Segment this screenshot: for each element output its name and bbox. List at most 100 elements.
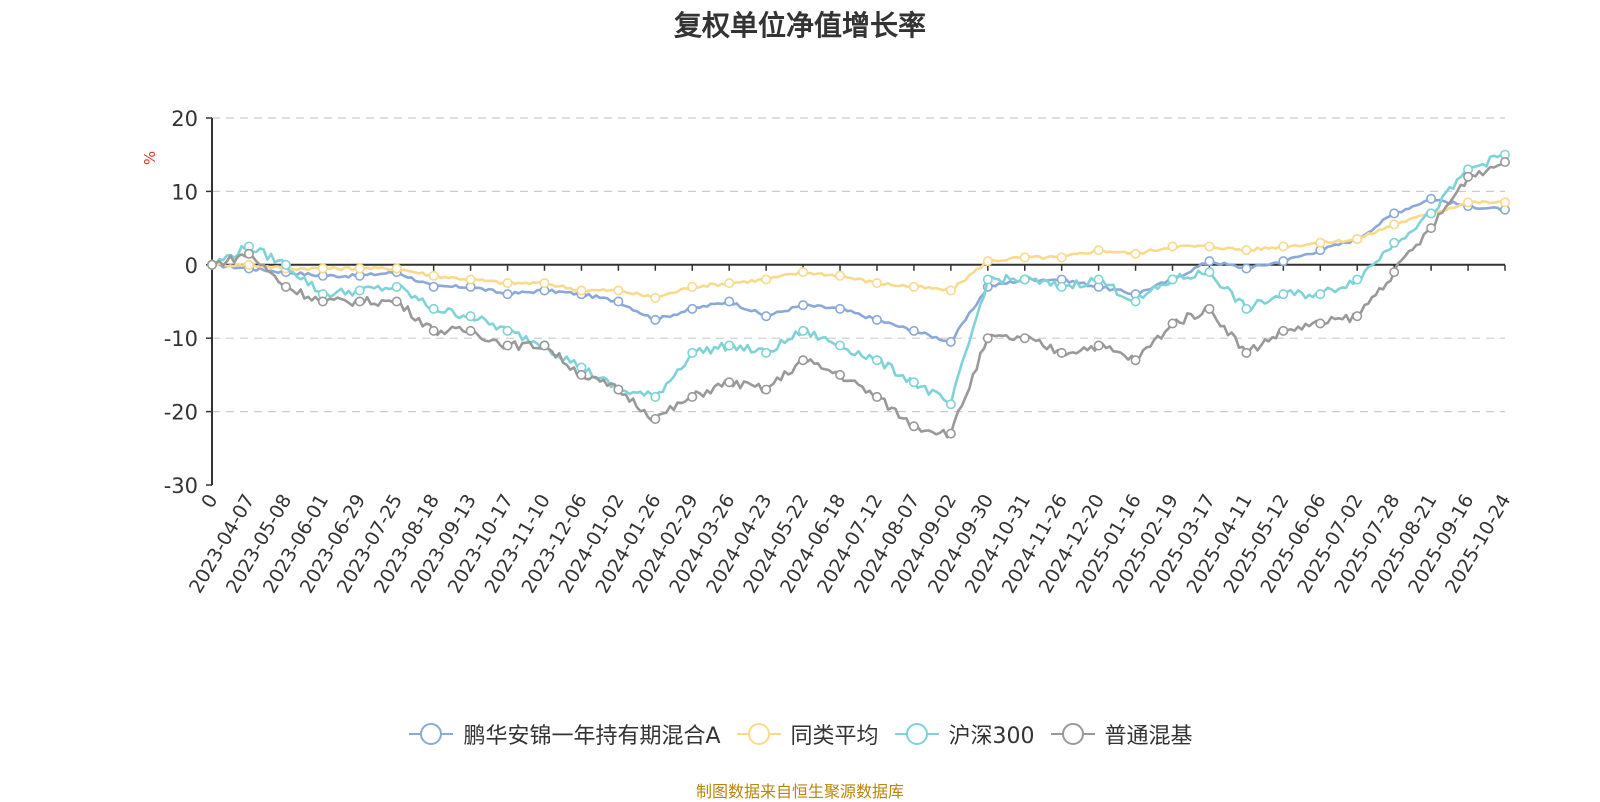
axes bbox=[206, 117, 1506, 486]
data-point bbox=[650, 292, 661, 303]
data-point bbox=[1019, 252, 1030, 263]
legend-marker-icon bbox=[894, 723, 939, 745]
x-tick-label: 0 bbox=[197, 491, 222, 512]
data-point bbox=[982, 256, 993, 267]
data-point bbox=[835, 340, 846, 351]
data-point bbox=[502, 325, 513, 336]
data-point bbox=[1130, 248, 1141, 259]
data-point bbox=[243, 259, 254, 270]
data-point bbox=[724, 377, 735, 388]
data-point bbox=[391, 281, 402, 292]
data-point bbox=[1204, 256, 1215, 267]
data-point bbox=[687, 347, 698, 358]
data-point bbox=[687, 281, 698, 292]
data-point bbox=[871, 314, 882, 325]
data-point bbox=[428, 303, 439, 314]
data-point bbox=[1426, 208, 1437, 219]
data-point bbox=[1241, 303, 1252, 314]
data-point bbox=[1241, 347, 1252, 358]
data-point bbox=[428, 325, 439, 336]
data-point bbox=[1167, 241, 1178, 252]
data-point bbox=[539, 278, 550, 289]
data-point bbox=[354, 285, 365, 296]
data-point bbox=[1093, 274, 1104, 285]
data-point bbox=[1019, 333, 1030, 344]
data-point bbox=[835, 369, 846, 380]
data-point bbox=[502, 278, 513, 289]
data-point bbox=[502, 340, 513, 351]
data-point bbox=[1204, 303, 1215, 314]
data-point bbox=[1167, 318, 1178, 329]
data-point bbox=[1389, 267, 1400, 278]
legend-item[interactable]: 同类平均 bbox=[735, 718, 879, 750]
data-point bbox=[1426, 223, 1437, 234]
data-point bbox=[428, 281, 439, 292]
data-point bbox=[1389, 208, 1400, 219]
data-point bbox=[798, 267, 809, 278]
axis-labels: -30-20-1001020%02023-04-072023-05-082023… bbox=[141, 107, 1515, 597]
data-point bbox=[391, 263, 402, 274]
data-point bbox=[1500, 197, 1511, 208]
data-point bbox=[1093, 245, 1104, 256]
data-point bbox=[1315, 289, 1326, 300]
data-point bbox=[1056, 252, 1067, 263]
data-point bbox=[687, 391, 698, 402]
legend-marker-icon bbox=[409, 723, 454, 745]
legend-item[interactable]: 普通混基 bbox=[1049, 718, 1193, 750]
data-point bbox=[1389, 219, 1400, 230]
data-point bbox=[354, 263, 365, 274]
source-note: 制图数据来自恒生聚源数据库 bbox=[695, 782, 904, 801]
data-point bbox=[1130, 355, 1141, 366]
data-point bbox=[317, 296, 328, 307]
data-point bbox=[1241, 245, 1252, 256]
legend-marker-icon bbox=[736, 723, 781, 745]
data-point bbox=[613, 384, 624, 395]
data-point bbox=[798, 355, 809, 366]
data-point bbox=[1204, 267, 1215, 278]
data-point bbox=[354, 296, 365, 307]
legend-label: 鹏华安锦一年持有期混合A bbox=[463, 724, 721, 749]
data-point bbox=[835, 303, 846, 314]
y-tick-label: -10 bbox=[164, 327, 198, 351]
data-point bbox=[761, 311, 772, 322]
data-point bbox=[982, 333, 993, 344]
data-point bbox=[724, 278, 735, 289]
data-point bbox=[871, 355, 882, 366]
data-point bbox=[761, 274, 772, 285]
data-point bbox=[1352, 274, 1363, 285]
y-axis-unit: % bbox=[141, 151, 159, 165]
data-point bbox=[613, 296, 624, 307]
data-point bbox=[724, 296, 735, 307]
data-point bbox=[798, 300, 809, 311]
data-point bbox=[391, 296, 402, 307]
data-point bbox=[1204, 241, 1215, 252]
data-point bbox=[1278, 256, 1289, 267]
data-point bbox=[908, 421, 919, 432]
data-point bbox=[1500, 157, 1511, 168]
data-point bbox=[1463, 171, 1474, 182]
series-lines bbox=[207, 149, 1511, 439]
legend-item[interactable]: 鹏华安锦一年持有期混合A bbox=[407, 718, 721, 750]
legend: 鹏华安锦一年持有期混合A 同类平均 沪深300 普通混基 bbox=[0, 718, 1600, 750]
series-line bbox=[211, 153, 1506, 406]
y-tick-label: -20 bbox=[164, 401, 198, 425]
data-point bbox=[871, 278, 882, 289]
data-point bbox=[982, 274, 993, 285]
data-point bbox=[465, 311, 476, 322]
legend-item[interactable]: 沪深300 bbox=[893, 718, 1035, 750]
data-point bbox=[945, 399, 956, 410]
data-point bbox=[280, 281, 291, 292]
data-point bbox=[1315, 318, 1326, 329]
data-point bbox=[317, 263, 328, 274]
data-point bbox=[502, 289, 513, 300]
legend-label: 普通混基 bbox=[1104, 724, 1193, 749]
legend-label: 沪深300 bbox=[948, 724, 1035, 749]
data-point bbox=[465, 274, 476, 285]
data-point bbox=[207, 259, 218, 270]
data-point bbox=[539, 340, 550, 351]
y-tick-label: 0 bbox=[185, 254, 198, 278]
data-point bbox=[945, 285, 956, 296]
data-point bbox=[1426, 193, 1437, 204]
data-point bbox=[908, 281, 919, 292]
data-point bbox=[465, 325, 476, 336]
